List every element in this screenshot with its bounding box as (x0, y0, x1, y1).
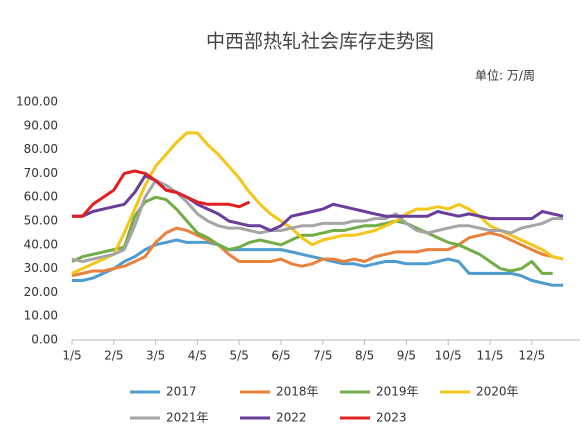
x-tick-label: 12/5 (518, 349, 545, 363)
x-tick-label: 5/5 (230, 349, 249, 363)
x-tick-label: 4/5 (188, 349, 207, 363)
y-tick-label: 60.00 (24, 190, 58, 204)
legend-label: 2019年 (376, 385, 419, 399)
legend-label: 2020年 (476, 385, 519, 399)
x-tick-label: 6/5 (271, 349, 290, 363)
x-tick-label: 11/5 (477, 349, 504, 363)
y-tick-label: 40.00 (24, 237, 58, 251)
y-tick-label: 70.00 (24, 166, 58, 180)
legend-label: 2017 (166, 385, 197, 399)
x-tick-label: 8/5 (355, 349, 374, 363)
y-tick-label: 0.00 (31, 333, 58, 347)
series-line (71, 179, 564, 263)
unit-label: 单位: 万/周 (475, 68, 535, 83)
chart-title: 中西部热轧社会库存走势图 (206, 31, 434, 53)
series-line (71, 226, 564, 278)
legend-label: 2023 (376, 411, 407, 425)
legend-label: 2022 (276, 411, 307, 425)
series-line (71, 195, 553, 275)
y-tick-label: 30.00 (24, 261, 58, 275)
x-tick-label: 7/5 (313, 349, 332, 363)
y-tick-label: 100.00 (16, 95, 58, 109)
x-tick-label: 10/5 (435, 349, 462, 363)
x-tick-label: 3/5 (146, 349, 165, 363)
y-tick-label: 20.00 (24, 285, 58, 299)
x-tick-label: 2/5 (104, 349, 123, 363)
legend-label: 2018年 (276, 385, 319, 399)
y-tick-label: 50.00 (24, 214, 58, 228)
y-tick-label: 10.00 (24, 309, 58, 323)
x-tick-label: 1/5 (62, 349, 81, 363)
y-tick-label: 90.00 (24, 118, 58, 132)
y-tick-label: 80.00 (24, 142, 58, 156)
legend-label: 2021年 (166, 411, 209, 425)
x-tick-label: 9/5 (397, 349, 416, 363)
series-line (72, 169, 251, 218)
